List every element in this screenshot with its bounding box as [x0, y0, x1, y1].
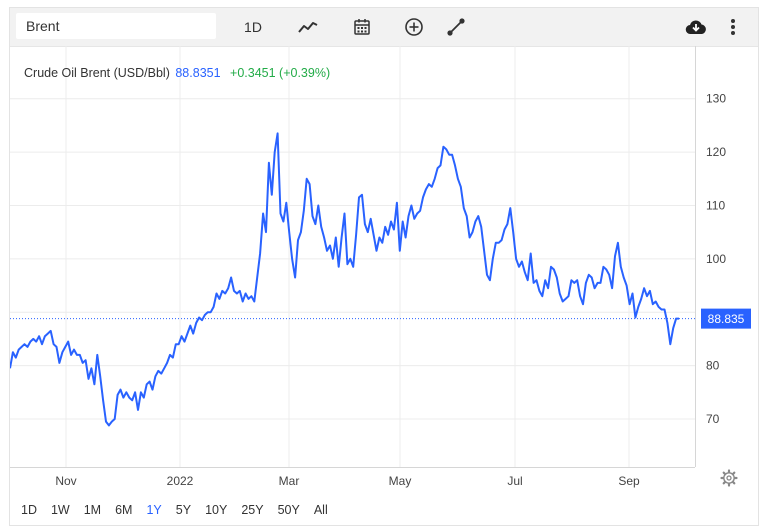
y-tick-label: 120 [706, 145, 726, 159]
x-tick-label: May [389, 474, 412, 488]
range-6m[interactable]: 6M [115, 503, 133, 517]
y-tick-label: 100 [706, 252, 726, 266]
x-tick-label: Sep [618, 474, 640, 488]
symbol-search-input[interactable] [16, 13, 216, 39]
x-tick-label: Nov [55, 474, 76, 488]
legend-series-name: Crude Oil Brent (USD/Bbl) [24, 66, 170, 80]
last-price-badge [701, 308, 751, 329]
more-vert-icon[interactable] [722, 14, 744, 40]
chart-widget: 1D 70 80 100 110 120 130 Nov 2022 Mar May Jul Sep 88… [9, 7, 759, 526]
gear-icon[interactable] [720, 469, 738, 487]
x-tick-label: Mar [279, 474, 300, 488]
range-1m[interactable]: 1M [83, 503, 102, 517]
chart-legend: Crude Oil Brent (USD/Bbl) 88.8351 +0.345… [24, 66, 330, 80]
y-tick-label: 80 [706, 359, 720, 373]
x-tick-label: 2022 [167, 474, 194, 488]
calendar-icon[interactable] [348, 14, 376, 40]
range-1y[interactable]: 1Y [146, 503, 162, 517]
range-5y[interactable]: 5Y [175, 503, 192, 517]
range-selector: 1D 1W 1M 6M 1Y 5Y 10Y 25Y 50Y All [10, 497, 331, 523]
range-50y[interactable]: 50Y [277, 503, 300, 517]
x-tick-label: Jul [507, 474, 522, 488]
range-25y[interactable]: 25Y [241, 503, 264, 517]
last-price-label: 88.835 [708, 312, 745, 326]
line-chart-icon[interactable] [294, 14, 322, 40]
range-1d[interactable]: 1D [21, 503, 37, 517]
y-tick-label: 110 [706, 198, 725, 212]
draw-line-icon[interactable] [442, 14, 470, 40]
legend-price: 88.8351 [175, 66, 221, 80]
price-chart[interactable]: 70 80 100 110 120 130 Nov 2022 Mar May Jul Sep 88.83… [10, 46, 758, 496]
cloud-download-icon[interactable] [682, 14, 710, 40]
range-all[interactable]: All [313, 503, 328, 517]
legend-change: +0.3451 (+0.39%) [230, 66, 331, 80]
range-10y[interactable]: 10Y [205, 503, 228, 517]
range-1w[interactable]: 1W [50, 503, 70, 517]
toolbar: 1D [10, 8, 758, 47]
price-line [10, 132, 679, 427]
add-circle-icon[interactable] [400, 14, 428, 40]
y-tick-label: 130 [706, 92, 726, 106]
y-tick-label: 70 [706, 412, 720, 426]
interval-button[interactable]: 1D [244, 19, 262, 35]
